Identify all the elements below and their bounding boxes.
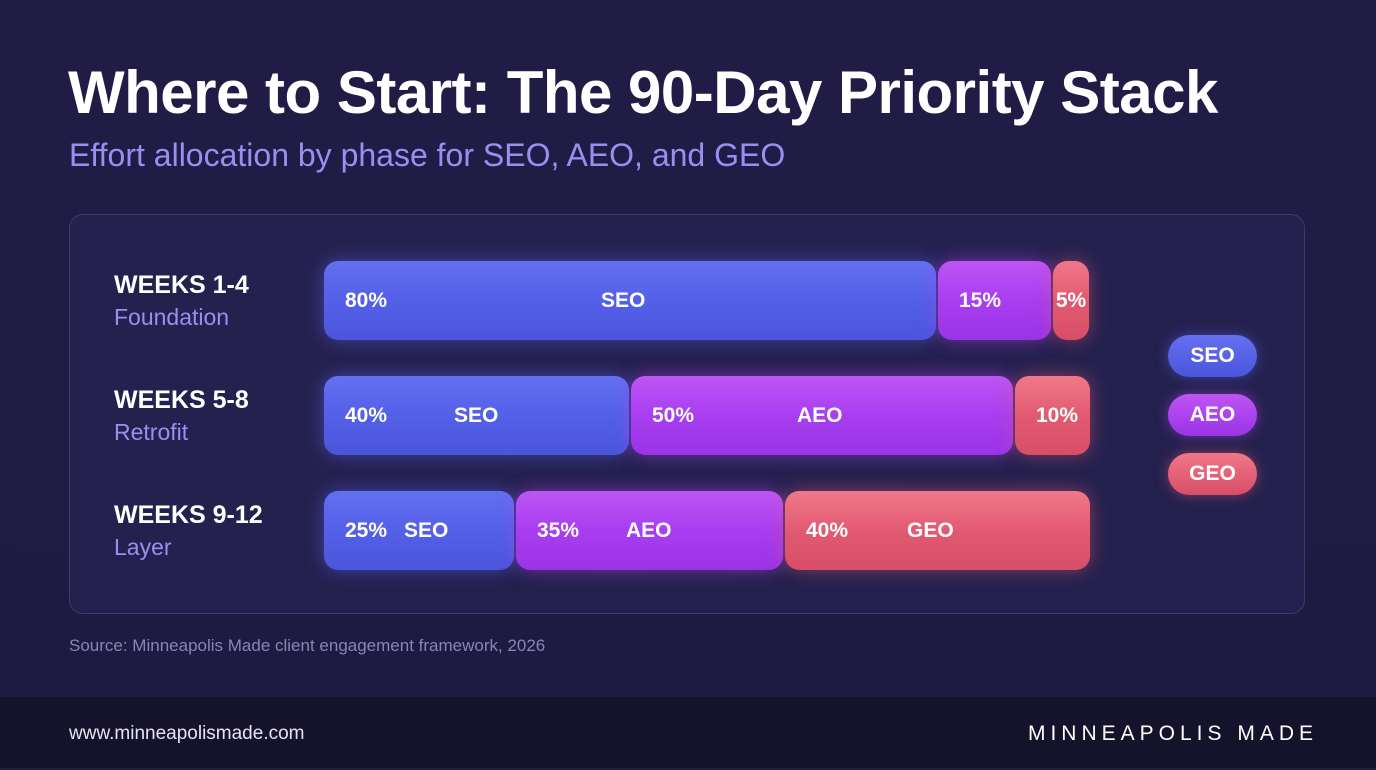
footer: www.minneapolismade.com MINNEAPOLIS MADE bbox=[0, 697, 1376, 768]
footer-url[interactable]: www.minneapolismade.com bbox=[69, 723, 305, 744]
bar-segment-aeo: 15% bbox=[938, 261, 1051, 340]
chart-title: Where to Start: The 90-Day Priority Stac… bbox=[68, 59, 1218, 126]
data-label-percent: 40% bbox=[806, 519, 849, 542]
phase-description: Layer bbox=[114, 534, 172, 560]
phase-name: WEEKS 9-12 bbox=[114, 501, 263, 529]
legend-aeo: AEO bbox=[1168, 394, 1257, 436]
bar-segment-aeo: 50% AEO bbox=[631, 376, 1013, 455]
bar-segment-seo: 80% SEO bbox=[324, 261, 936, 340]
bar-segment-aeo: 35% AEO bbox=[516, 491, 783, 570]
data-label-percent: 15% bbox=[959, 289, 1002, 312]
chart-subtitle: Effort allocation by phase for SEO, AEO,… bbox=[69, 137, 786, 173]
phase-label-weeks-1-4: WEEKS 1-4 Foundation bbox=[114, 271, 249, 331]
data-label-series: SEO bbox=[404, 519, 449, 542]
bar-segment-geo: 40% GEO bbox=[785, 491, 1090, 570]
data-label-percent: 40% bbox=[345, 404, 388, 427]
phase-description: Retrofit bbox=[114, 419, 189, 445]
data-label-percent: 35% bbox=[537, 519, 580, 542]
phase-name: WEEKS 5-8 bbox=[114, 386, 249, 414]
bar-segment-geo: 10% bbox=[1015, 376, 1090, 455]
phase-name: WEEKS 1-4 bbox=[114, 271, 249, 299]
legend-geo: GEO bbox=[1168, 453, 1257, 495]
data-label-percent: 5% bbox=[1055, 289, 1087, 312]
phase-description: Foundation bbox=[114, 304, 230, 330]
bar-segment-seo: 25% SEO bbox=[324, 491, 514, 570]
phase-label-weeks-5-8: WEEKS 5-8 Retrofit bbox=[114, 386, 249, 446]
data-label-percent: 25% bbox=[345, 519, 388, 542]
data-label-series: GEO bbox=[907, 519, 954, 542]
data-label-series: SEO bbox=[601, 289, 646, 312]
data-label-series: SEO bbox=[454, 404, 499, 427]
bar-segment-geo: 5% bbox=[1053, 261, 1089, 340]
data-label-percent: 50% bbox=[652, 404, 695, 427]
legend-seo: SEO bbox=[1168, 335, 1257, 377]
footer-brand: MINNEAPOLIS MADE bbox=[1027, 722, 1318, 745]
data-label-series: AEO bbox=[797, 404, 843, 427]
data-label-series: AEO bbox=[626, 519, 672, 542]
bar-segment-seo: 40% SEO bbox=[324, 376, 629, 455]
phase-label-weeks-9-12: WEEKS 9-12 Layer bbox=[114, 501, 263, 561]
data-label-percent: 10% bbox=[1036, 404, 1079, 427]
data-label-percent: 80% bbox=[345, 289, 388, 312]
source-note: Source: Minneapolis Made client engageme… bbox=[69, 636, 546, 655]
